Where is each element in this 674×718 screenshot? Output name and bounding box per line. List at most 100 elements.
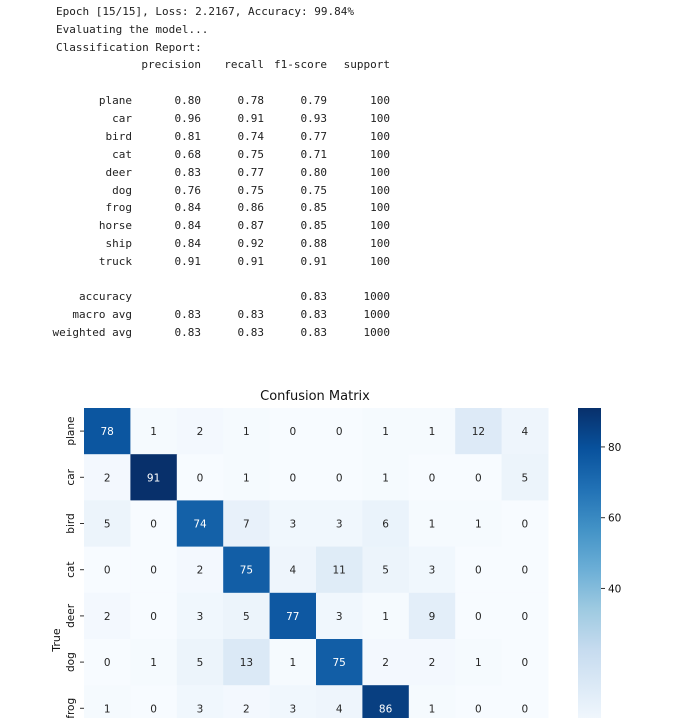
report-cell: 0.88	[300, 237, 328, 251]
report-cell: 0.71	[300, 147, 328, 161]
report-cell: 0.81	[174, 129, 202, 143]
report-cell: 0.91	[237, 255, 265, 269]
report-cell: 0.85	[300, 219, 328, 233]
report-cell: 100	[370, 183, 390, 197]
heatmap-cell	[84, 454, 131, 501]
heatmap-cell-value: 1	[475, 657, 482, 669]
report-summary-cell: 0.83	[237, 326, 265, 339]
heatmap-cell-value: 1	[243, 472, 250, 484]
heatmap-cell	[176, 454, 224, 501]
report-summary-cell: 0.83	[237, 308, 265, 321]
report-cell: 0.79	[300, 94, 328, 107]
report-header: precision	[141, 58, 201, 71]
colorbar-tick-label: 40	[608, 583, 621, 595]
heatmap-cell	[316, 639, 363, 686]
heatmap-cell-value: 0	[429, 472, 436, 484]
heatmap-cell-value: 1	[382, 611, 389, 623]
heatmap-cell-value: 0	[475, 472, 482, 484]
heatmap-cell	[269, 500, 317, 548]
heatmap-cell-value: 3	[289, 519, 296, 531]
heatmap-cell	[84, 639, 131, 686]
heatmap-cell-value: 3	[336, 611, 343, 623]
heatmap-cell-value: 91	[147, 472, 160, 484]
report-cell: 100	[370, 111, 390, 125]
heatmap-cell-value: 0	[475, 565, 482, 577]
report-summary-cell: 0.83	[300, 326, 328, 339]
report-summary-label: weighted avg	[52, 326, 132, 339]
heatmap-cell-value: 4	[336, 703, 343, 715]
report-cell: 100	[370, 129, 390, 143]
heatmap-cell	[223, 592, 271, 640]
heatmap-cell	[501, 685, 549, 718]
heatmap-cell	[223, 408, 271, 455]
heatmap-cell	[316, 500, 363, 548]
report-summary-cell: 1000	[363, 326, 391, 339]
report-cell: 100	[370, 255, 390, 269]
heatmap-cell	[455, 500, 503, 548]
heatmap-cell-value: 1	[429, 519, 436, 531]
report-summary-label: macro avg	[72, 308, 132, 321]
heatmap-cell	[176, 639, 224, 686]
report-cell: 0.92	[237, 237, 265, 251]
heatmap-cell-value: 1	[243, 426, 250, 438]
heatmap-cell-value: 0	[521, 611, 528, 623]
report-cell: 0.93	[300, 111, 328, 125]
heatmap-cell-value: 2	[197, 426, 204, 438]
heatmap-cell	[362, 685, 410, 718]
heatmap-cell	[362, 639, 410, 686]
report-cell: 0.86	[237, 201, 265, 215]
report-cell: 0.84	[174, 237, 202, 251]
heatmap-cell	[408, 685, 456, 718]
heatmap-cell-value: 77	[286, 611, 299, 623]
report-summary-cell: 1000	[363, 308, 391, 321]
report-cell: 100	[370, 165, 390, 179]
report-cell: 0.77	[237, 165, 265, 179]
heatmap-cell	[223, 639, 271, 686]
row-tick-label: bird	[65, 513, 77, 533]
heatmap-cell	[223, 500, 271, 548]
row-tick-label: dog	[65, 652, 77, 672]
heatmap-cell	[501, 546, 549, 594]
report-cell: 0.80	[300, 165, 328, 179]
heatmap-cell	[269, 546, 317, 594]
heatmap-cell	[130, 500, 178, 548]
report-cell: 0.77	[300, 129, 328, 143]
report-cell: 0.68	[174, 147, 202, 161]
report-row-label: dog	[112, 183, 132, 197]
heatmap-cell-value: 1	[150, 657, 157, 669]
heatmap-cell-value: 0	[150, 703, 157, 715]
colorbar: 40 60 80	[578, 408, 621, 718]
report-header: f1-score	[274, 58, 327, 71]
heatmap-cell-value: 1	[382, 426, 389, 438]
heatmap-cell-value: 78	[101, 426, 114, 438]
report-summary-cell: 0.83	[174, 326, 202, 339]
heatmap-cell-value: 2	[429, 657, 436, 669]
heatmap-cell	[316, 408, 363, 455]
report-cell: 0.96	[174, 111, 202, 125]
heatmap-cell	[176, 685, 224, 718]
report-cell: 100	[370, 147, 390, 161]
heatmap-cell-value: 2	[382, 657, 389, 669]
heatmap-cell-value: 1	[382, 472, 389, 484]
heatmap-cell	[408, 408, 456, 455]
confusion-matrix-title: Confusion Matrix	[260, 389, 370, 404]
report-row-label: ship	[105, 237, 133, 251]
heatmap-cell-value: 2	[104, 472, 111, 484]
heatmap-cell	[223, 546, 271, 594]
heatmap-cell	[455, 454, 503, 501]
heatmap-cell-value: 0	[104, 657, 111, 669]
heatmap-cell	[455, 685, 503, 718]
heatmap-cell	[362, 408, 410, 455]
heatmap-cell	[408, 454, 456, 501]
report-summary-cell: 0.83	[174, 308, 202, 321]
heatmap-cell-value: 3	[197, 703, 204, 715]
row-tick-label: deer	[65, 603, 77, 628]
heatmap-cell	[501, 500, 549, 548]
report-cell: 0.84	[174, 219, 202, 233]
heatmap-cell	[362, 592, 410, 640]
colorbar-gradient	[578, 408, 601, 718]
heatmap-cell-value: 0	[521, 657, 528, 669]
heatmap-cell-value: 11	[333, 565, 346, 577]
report-cell: 0.75	[237, 147, 265, 161]
heatmap-cell-value: 1	[475, 519, 482, 531]
